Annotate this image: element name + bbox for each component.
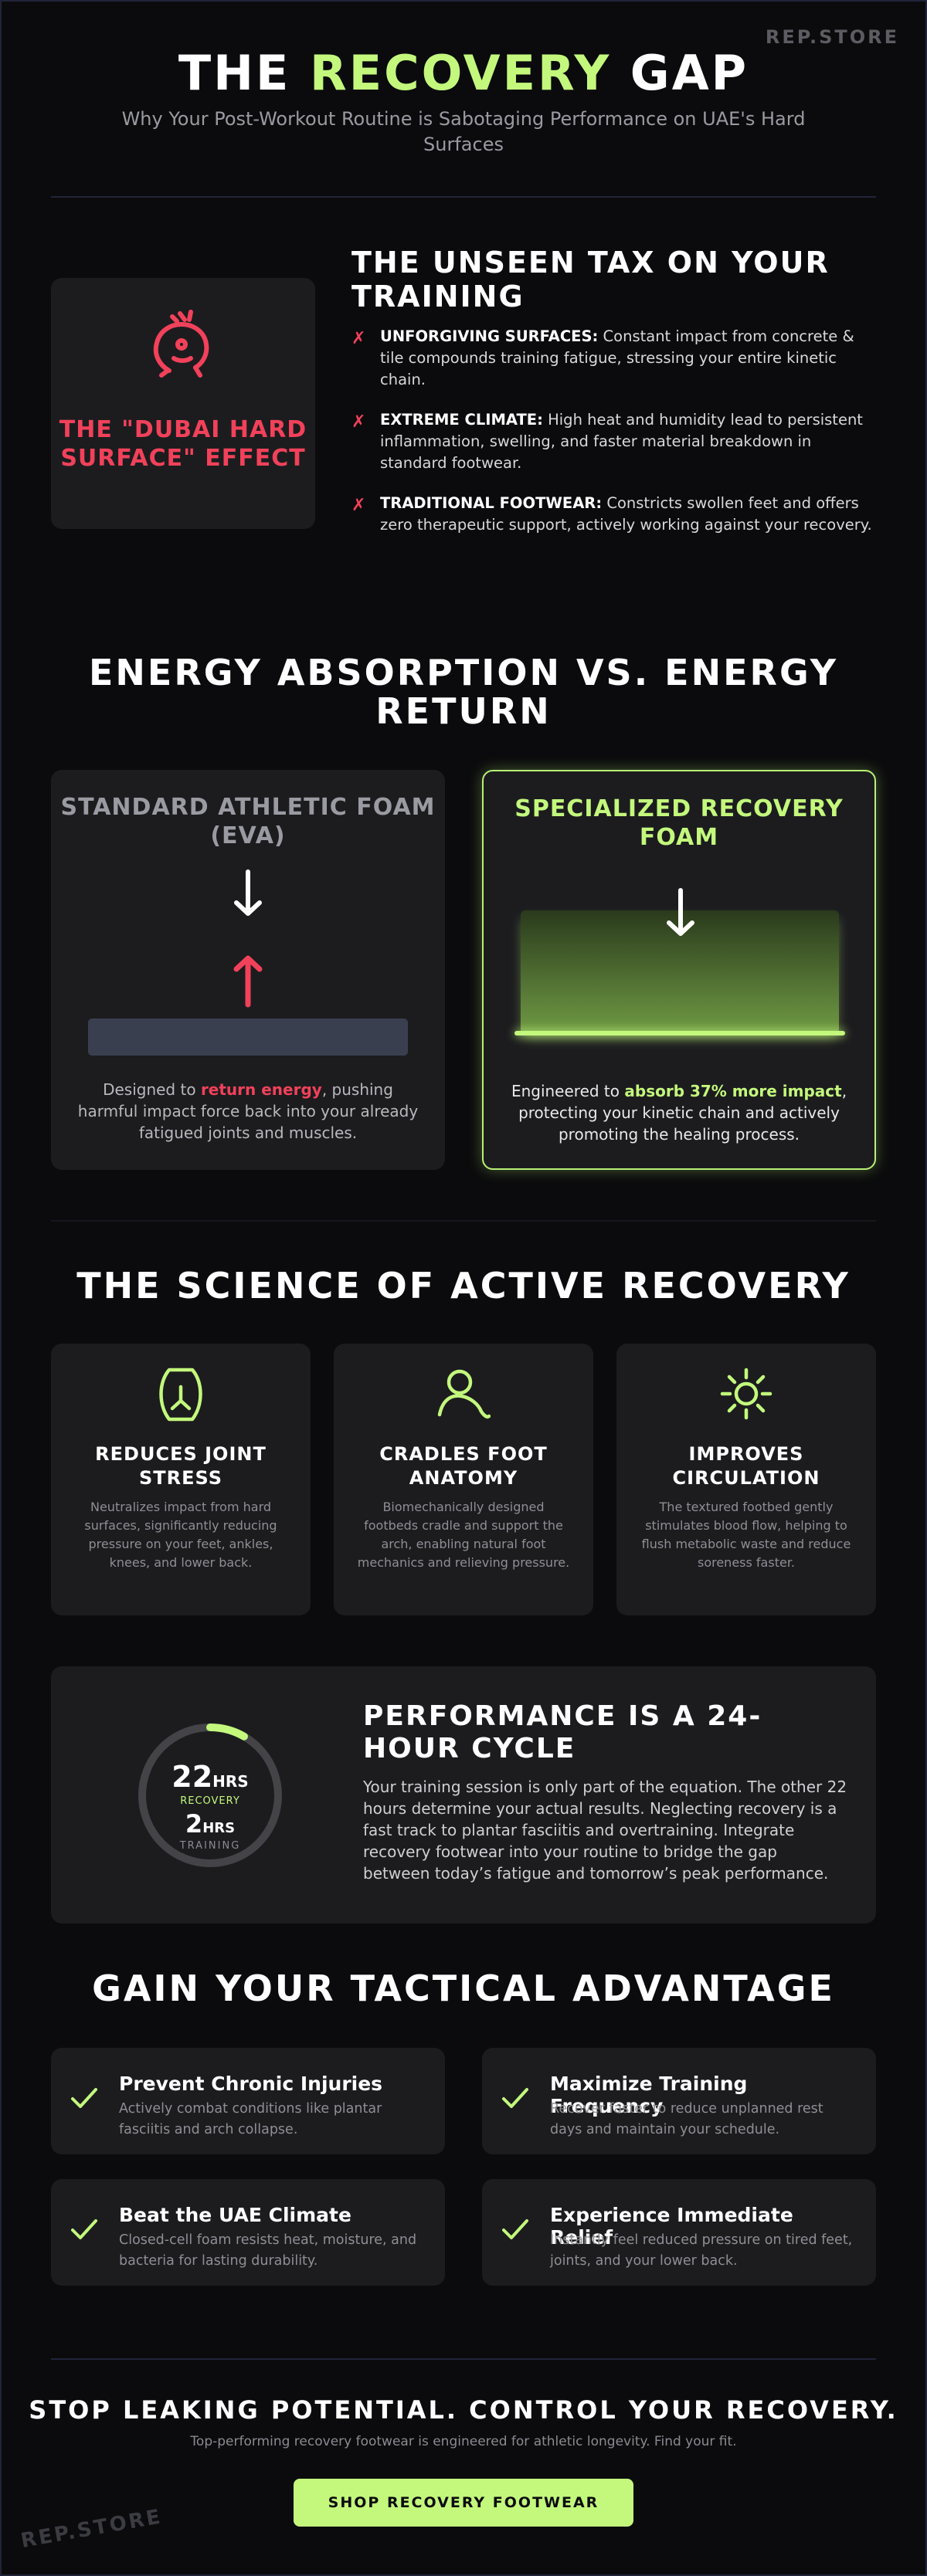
advantage-desc: Actively combat conditions like plantar … <box>119 2101 382 2137</box>
advantage-card-training-frequency: Maximize Training Frequency Recover fast… <box>482 2048 876 2154</box>
joint-icon <box>159 1368 202 1422</box>
cta-subtitle: Top-performing recovery footwear is engi… <box>190 2434 737 2449</box>
standard-foam-title: STANDARD ATHLETIC FOAM (EVA) <box>60 794 436 849</box>
recovery-foam-desc: Engineered to absorb 37% more impact, pr… <box>511 1082 847 1144</box>
divider <box>51 1220 876 1222</box>
dubai-effect-card: THE "DUBAI HARD SURFACE" EFFECT <box>51 278 315 529</box>
bullet-unforgiving-surfaces: ✗ UNFORGIVING SURFACES: Constant impact … <box>351 326 877 391</box>
dubai-effect-label: THE "DUBAI HARD SURFACE" EFFECT <box>59 416 307 472</box>
hero-title: THE RECOVERY GAP <box>0 45 927 101</box>
stressed-face-icon <box>153 310 209 378</box>
science-card-title: REDUCES JOINT STRESS <box>95 1443 267 1489</box>
science-card-desc: Neutralizes impact from hard surfaces, s… <box>84 1500 277 1570</box>
recovery-hours-readout: 22HRS <box>171 1760 249 1794</box>
cross-icon: ✗ <box>351 412 366 432</box>
hero-title-part1: THE <box>178 45 310 101</box>
training-label: TRAINING <box>179 1840 241 1852</box>
energy-return-illustration <box>233 869 263 1008</box>
hero-subtitle: Why Your Post-Workout Routine is Sabotag… <box>121 108 806 155</box>
shop-recovery-footwear-button[interactable]: SHOP RECOVERY FOOTWEAR <box>294 2479 633 2527</box>
bullet-extreme-climate: ✗ EXTREME CLIMATE: High heat and humidit… <box>351 409 877 474</box>
bullet-text: Constricts swollen feet and offers zero … <box>380 494 872 534</box>
science-card-joint-stress: REDUCES JOINT STRESS Neutralizes impact … <box>51 1344 311 1615</box>
brand-watermark-top: REP.STORE <box>765 26 899 48</box>
impact-down-arrow-icon <box>234 869 262 916</box>
standard-foam-card: STANDARD ATHLETIC FOAM (EVA) Designed to… <box>51 770 445 1170</box>
check-icon <box>502 2219 528 2239</box>
cross-icon: ✗ <box>351 329 366 348</box>
advantage-desc: Recover faster to reduce unplanned rest … <box>550 2101 823 2137</box>
cycle-ring-chart: 22HRS RECOVERY 2HRS TRAINING <box>133 1718 287 1873</box>
science-section-title: THE SCIENCE OF ACTIVE RECOVERY <box>76 1265 851 1307</box>
advantage-desc: Closed-cell foam resists heat, moisture,… <box>119 2232 417 2269</box>
advantage-title: Maximize Training Frequency <box>550 2073 748 2117</box>
recovery-foam-glow <box>514 1031 845 1035</box>
bullet-text: High heat and humidity lead to persisten… <box>380 411 863 472</box>
recovery-label: RECOVERY <box>180 1795 240 1807</box>
foot-cradle-icon <box>437 1369 491 1418</box>
standard-foam-desc: Designed to return energy, pushing harmf… <box>77 1080 419 1142</box>
impact-down-arrow-icon <box>667 888 694 936</box>
brand-watermark-bottom: REP.STORE <box>19 2505 165 2553</box>
training-arc <box>206 1724 248 1740</box>
science-card-desc: Biomechanically designed footbeds cradle… <box>357 1500 570 1570</box>
advantage-card-immediate-relief: Experience Immediate Relief Instantly fe… <box>482 2179 876 2286</box>
advantage-card-prevent-injuries: Prevent Chronic Injuries Actively combat… <box>51 2048 445 2154</box>
science-card-desc: The textured footbed gently stimulates b… <box>641 1500 851 1570</box>
divider <box>51 196 876 198</box>
return-up-arrow-icon <box>233 955 263 1008</box>
energy-section-title: ENERGY ABSORPTION VS. ENERGY RETURN <box>88 652 839 732</box>
hero-title-part2: GAP <box>611 45 749 101</box>
eva-foam-slab <box>88 1019 408 1056</box>
check-icon <box>502 2088 528 2108</box>
advantage-title: Experience Immediate Relief <box>550 2204 793 2249</box>
advantage-section-title: GAIN YOUR TACTICAL ADVANTAGE <box>92 1968 835 2009</box>
science-card-title: CRADLES FOOT ANATOMY <box>379 1443 548 1489</box>
cycle-text: Your training session is only part of th… <box>363 1778 847 1883</box>
science-card-foot-anatomy: CRADLES FOOT ANATOMY Biomechanically des… <box>334 1344 593 1615</box>
bullet-title: UNFORGIVING SURFACES: <box>380 327 599 345</box>
advantage-desc: Instantly feel reduced pressure on tired… <box>550 2232 853 2269</box>
cycle-title: PERFORMANCE IS A 24-HOUR CYCLE <box>363 1700 762 1764</box>
cycle-card: 22HRS RECOVERY 2HRS TRAINING PERFORMANCE… <box>51 1666 876 1924</box>
recovery-foam-card: SPECIALIZED RECOVERY FOAM Engineered to … <box>482 770 876 1170</box>
bullet-text: Constant impact from concrete & tile com… <box>380 327 854 388</box>
recovery-foam-title: SPECIALIZED RECOVERY FOAM <box>514 795 844 851</box>
divider <box>51 2358 876 2360</box>
bullet-traditional-footwear: ✗ TRADITIONAL FOOTWEAR: Constricts swoll… <box>351 493 877 536</box>
science-card-circulation: IMPROVES CIRCULATION The textured footbe… <box>616 1344 876 1615</box>
bullet-title: TRADITIONAL FOOTWEAR: <box>380 494 603 512</box>
cross-icon: ✗ <box>351 496 366 515</box>
check-icon <box>71 2219 97 2239</box>
bullet-title: EXTREME CLIMATE: <box>380 411 543 429</box>
sun-icon <box>720 1368 772 1420</box>
science-card-title: IMPROVES CIRCULATION <box>672 1443 820 1489</box>
unseen-tax-title: THE UNSEEN TAX ON YOUR TRAINING <box>351 246 830 314</box>
advantage-title: Beat the UAE Climate <box>119 2204 351 2226</box>
advantage-title: Prevent Chronic Injuries <box>119 2073 383 2095</box>
hero-title-accent: RECOVERY <box>310 45 612 101</box>
check-icon <box>71 2088 97 2108</box>
cta-title: STOP LEAKING POTENTIAL. CONTROL YOUR REC… <box>29 2395 898 2425</box>
advantage-card-uae-climate: Beat the UAE Climate Closed-cell foam re… <box>51 2179 445 2286</box>
training-hours-readout: 2HRS <box>185 1809 236 1839</box>
